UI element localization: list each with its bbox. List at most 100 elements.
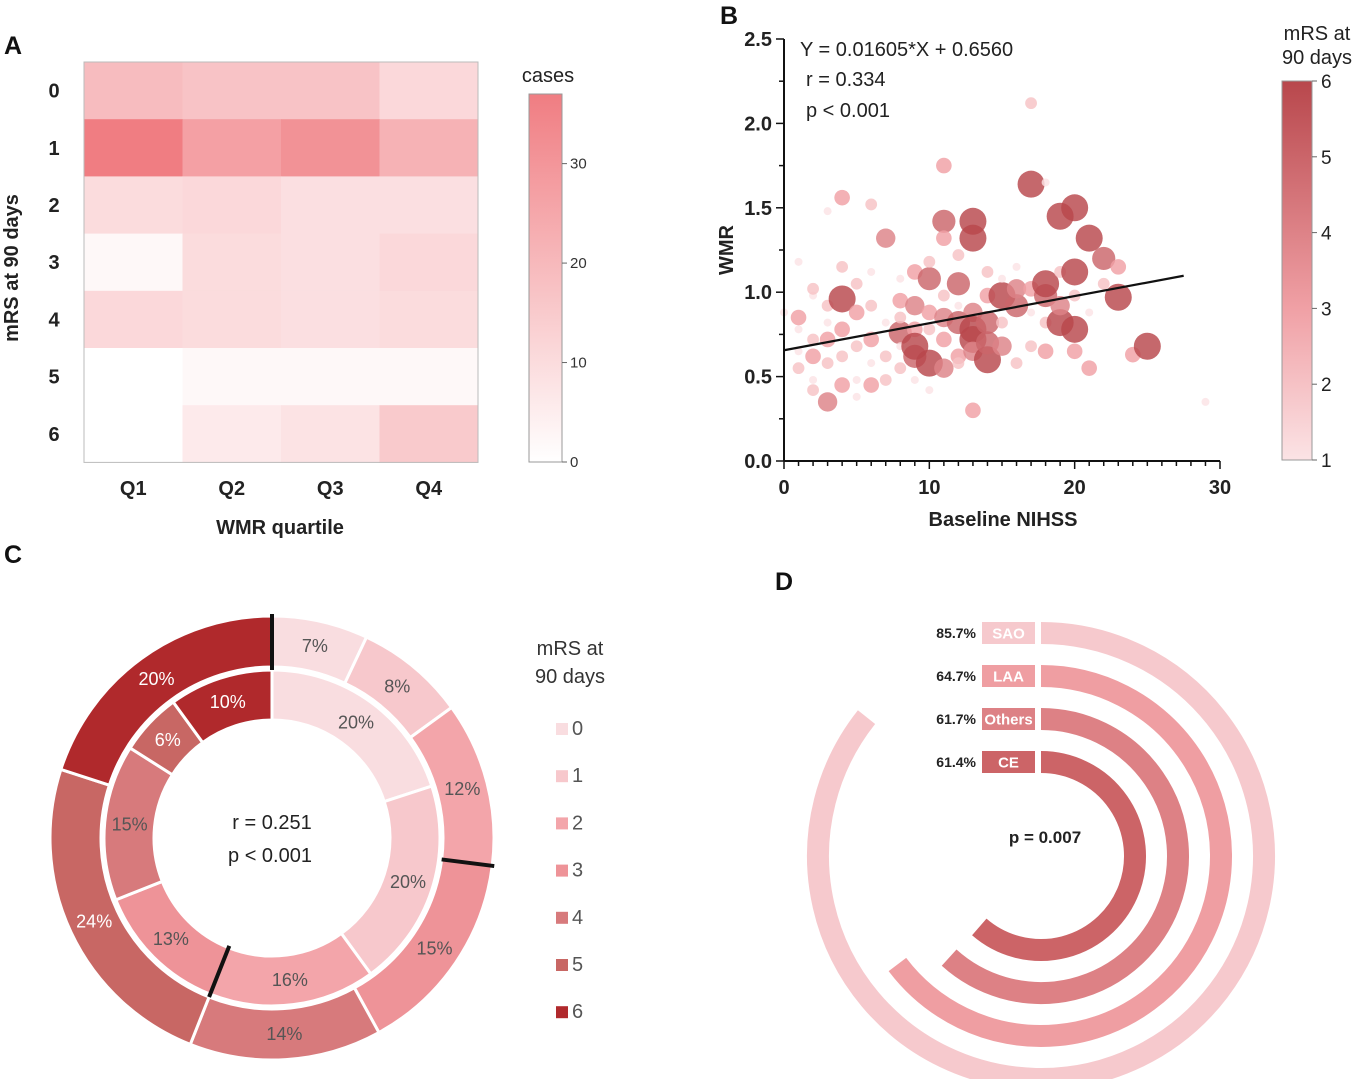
donut-segment-label: 15%	[112, 815, 148, 835]
heatmap-cell	[84, 405, 183, 463]
scatter-point	[1050, 296, 1070, 316]
donut-legend-swatch	[556, 959, 568, 971]
donut-segment-label: 13%	[153, 929, 189, 949]
heatmap-column-labels: Q1 Q2 Q3 Q4	[120, 478, 443, 500]
scatter-point	[1025, 97, 1037, 110]
donut-segment-label: 7%	[302, 636, 328, 656]
radial-bar-name: SAO	[992, 626, 1025, 643]
scatter-point	[1066, 343, 1083, 360]
scatter-point	[1061, 194, 1089, 222]
regression-r: r = 0.334	[806, 69, 886, 91]
scatter-colorbar-tick-label: 2	[1321, 375, 1332, 396]
heatmap-colorbar-title: cases	[522, 65, 574, 87]
heatmap-row-label: 0	[48, 81, 59, 103]
scatter-point	[834, 321, 850, 338]
scatter-point	[917, 267, 941, 291]
scatter-y-axis-title: WMR	[716, 224, 738, 275]
donut-labels: 7% 8% 12% 15% 14% 24% 20% 20% 20% 16% 13% 15% 6% 10%	[76, 636, 480, 1044]
donut-legend-swatch	[556, 911, 568, 924]
scatter-point	[910, 375, 919, 384]
heatmap-row-label: 3	[48, 252, 59, 274]
donut-markers	[207, 614, 495, 998]
donut-legend-label: 0	[572, 718, 583, 740]
scatter-point	[834, 189, 850, 206]
scatter-point	[925, 386, 934, 395]
scatter-colorbar-tick-label: 4	[1321, 224, 1332, 245]
scatter-colorbar-gradient	[1281, 80, 1313, 461]
heatmap-cell	[182, 405, 282, 463]
panel-b-scatter: 0 10 20 30 0.0 0.5 1.0 1.5 2.0 2.5 Y = 0.01605*X …	[716, 23, 1352, 531]
scatter-point	[836, 260, 849, 273]
radial-bar-name: CE	[998, 755, 1019, 772]
heatmap-cell	[379, 62, 479, 120]
donut-legend: 0 1 2 3 4 5 6	[556, 718, 583, 1023]
scatter-x-tick-label: 10	[918, 477, 940, 499]
donut-marker	[207, 945, 232, 998]
scatter-point	[794, 257, 803, 266]
radial-bar-labels: SAO 85.7% LAA 64.7% Others 61.7% CE 61.4%	[936, 622, 1035, 773]
scatter-point	[973, 346, 1001, 374]
scatter-point	[937, 289, 950, 302]
heatmap-colorbar-tick-label: 0	[570, 454, 578, 471]
donut-legend-swatch	[556, 770, 568, 783]
scatter-point	[807, 282, 819, 295]
donut-segment-label: 24%	[76, 912, 112, 932]
heatmap-cell	[182, 290, 282, 349]
heatmap-colorbar-tick-label: 20	[570, 255, 587, 272]
heatmap-frame	[83, 61, 479, 463]
scatter-point	[881, 318, 890, 327]
heatmap-column-label: Q1	[120, 478, 147, 500]
scatter-point	[834, 377, 850, 393]
scatter-point	[936, 331, 952, 348]
donut-legend-swatch	[556, 723, 568, 735]
heatmap-cell	[182, 348, 282, 406]
donut-segment-label: 20%	[338, 712, 374, 732]
regression-p: p < 0.001	[806, 100, 890, 122]
scatter-point	[850, 340, 863, 353]
heatmap-cell	[182, 176, 282, 235]
scatter-point	[936, 230, 952, 246]
radial-bar	[807, 622, 1275, 1079]
scatter-point	[965, 402, 981, 419]
scatter-point	[836, 350, 849, 363]
heatmap-y-axis-title: mRS at 90 days	[1, 194, 23, 342]
panel-letter-b: B	[720, 2, 738, 30]
scatter-colorbar-tick-label: 3	[1321, 299, 1332, 320]
donut-legend-swatch	[556, 864, 568, 877]
heatmap-cell	[84, 119, 183, 177]
heatmap-colorbar-tick-label: 10	[570, 355, 587, 372]
heatmap-cell	[379, 348, 479, 406]
donut-center-r: r = 0.251	[232, 812, 312, 834]
heatmap-row-label: 4	[48, 309, 60, 331]
heatmap-colorbar-tick-label: 30	[570, 156, 587, 173]
donut-legend-label: 1	[572, 765, 583, 787]
heatmap-cell	[379, 405, 479, 463]
donut-segment-label: 12%	[444, 779, 480, 799]
panel-letter-a: A	[4, 32, 22, 60]
radial-bar-name-box	[982, 708, 1035, 730]
panel-d-radial-bars: SAO 85.7% LAA 64.7% Others 61.7% CE 61.4% p = 0…	[807, 622, 1275, 1079]
scatter-point	[1097, 277, 1110, 290]
heatmap-row-label: 1	[48, 138, 59, 160]
scatter-point	[992, 336, 1012, 356]
heatmap-cell	[84, 233, 183, 292]
scatter-colorbar-ticks: 1 2 3 4 5 6	[1312, 72, 1332, 472]
scatter-point	[923, 255, 936, 268]
scatter-x-tick-label: 20	[1064, 477, 1086, 499]
donut-legend-swatch	[556, 817, 568, 830]
radial-bar-arcs	[807, 622, 1275, 1079]
donut-legend-title-line2: 90 days	[535, 666, 605, 688]
scatter-point	[819, 331, 836, 348]
donut-segment-label: 20%	[138, 669, 174, 689]
heatmap-x-axis-title: WMR quartile	[216, 517, 344, 539]
scatter-x-tick-label: 30	[1209, 477, 1231, 499]
heatmap-row-label: 6	[48, 424, 59, 446]
scatter-point	[996, 316, 1008, 329]
scatter-point	[867, 359, 876, 368]
donut-segment-label: 15%	[417, 938, 453, 958]
heatmap-cell	[379, 119, 479, 177]
donut-legend-swatch	[556, 1006, 568, 1019]
heatmap-cell	[281, 405, 380, 463]
heatmap-cell	[281, 290, 380, 349]
donut-legend-label: 6	[572, 1001, 583, 1023]
